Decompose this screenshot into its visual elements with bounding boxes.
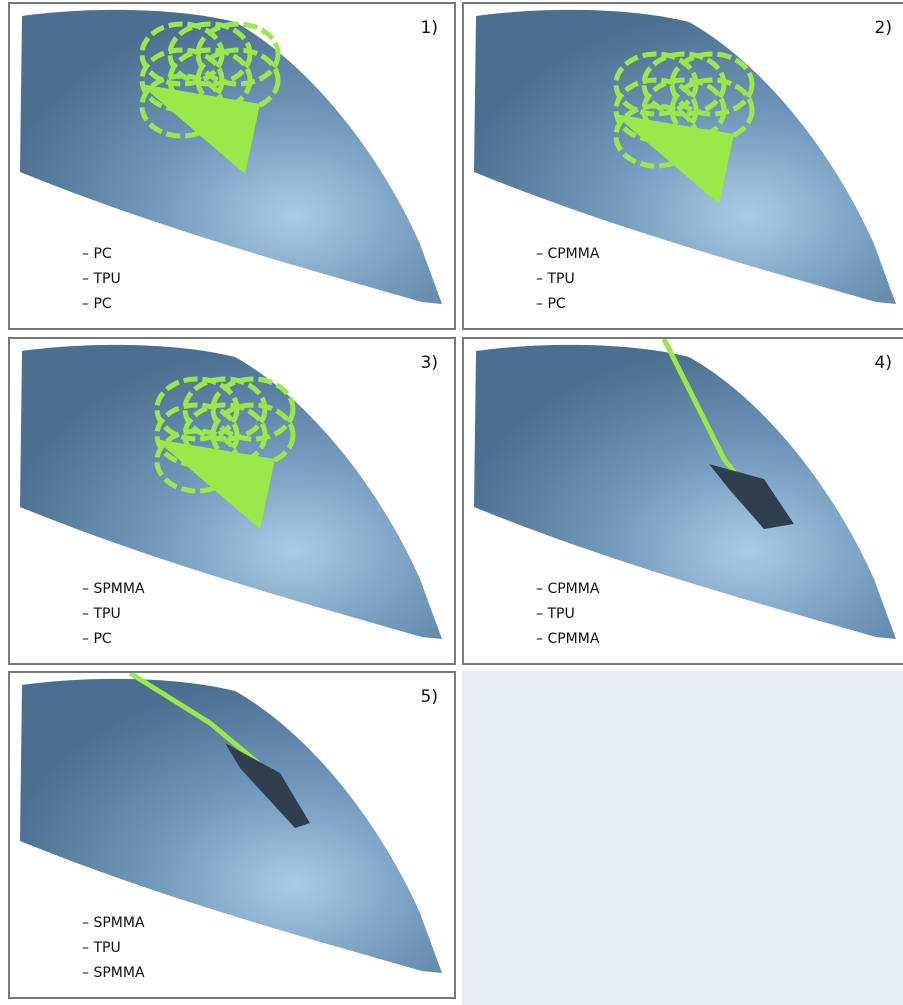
layer-name: – TPU — [82, 267, 121, 292]
empty-area — [462, 671, 903, 1005]
layer-name: – PC — [82, 292, 121, 317]
layer-name: – PC — [82, 627, 145, 652]
layer-name: – PC — [82, 242, 121, 267]
layer-list: – SPMMA– TPU– SPMMA — [82, 911, 145, 986]
layer-name: – TPU — [536, 267, 599, 292]
layer-name: – SPMMA — [82, 911, 145, 936]
panel-image — [10, 4, 454, 328]
panel-image — [10, 673, 454, 997]
layer-name: – CPMMA — [536, 627, 599, 652]
panel-label: 4) — [875, 353, 892, 373]
layer-name: – CPMMA — [536, 242, 599, 267]
layer-name: – TPU — [82, 936, 145, 961]
panel: 1) – PC– TPU– PC — [8, 2, 456, 330]
panel-image — [464, 4, 903, 328]
layer-name: – SPMMA — [82, 961, 145, 986]
layer-name: – SPMMA — [82, 577, 145, 602]
panel-label: 5) — [421, 687, 438, 707]
panel-label: 1) — [421, 18, 438, 38]
panel: 4) – CPMMA– TPU– CPMMA — [462, 337, 903, 665]
layer-name: – CPMMA — [536, 577, 599, 602]
layer-list: – CPMMA– TPU– CPMMA — [536, 577, 599, 652]
layer-name: – TPU — [82, 602, 145, 627]
layer-name: – TPU — [536, 602, 599, 627]
panel: 5) – SPMMA– TPU– SPMMA — [8, 671, 456, 999]
panel: 2) – CPMMA– TPU– PC — [462, 2, 903, 330]
layer-list: – PC– TPU– PC — [82, 242, 121, 317]
layer-list: – SPMMA– TPU– PC — [82, 577, 145, 652]
panel-label: 3) — [421, 353, 438, 373]
layer-list: – CPMMA– TPU– PC — [536, 242, 599, 317]
panel-label: 2) — [875, 18, 892, 38]
panel-image — [464, 339, 903, 663]
panel-image — [10, 339, 454, 663]
layer-name: – PC — [536, 292, 599, 317]
figure: 1)– PC– TPU– PC2)– CPMMA– TPU– PC3)– SPM… — [0, 0, 903, 1005]
panel: 3) – SPMMA– TPU– PC — [8, 337, 456, 665]
